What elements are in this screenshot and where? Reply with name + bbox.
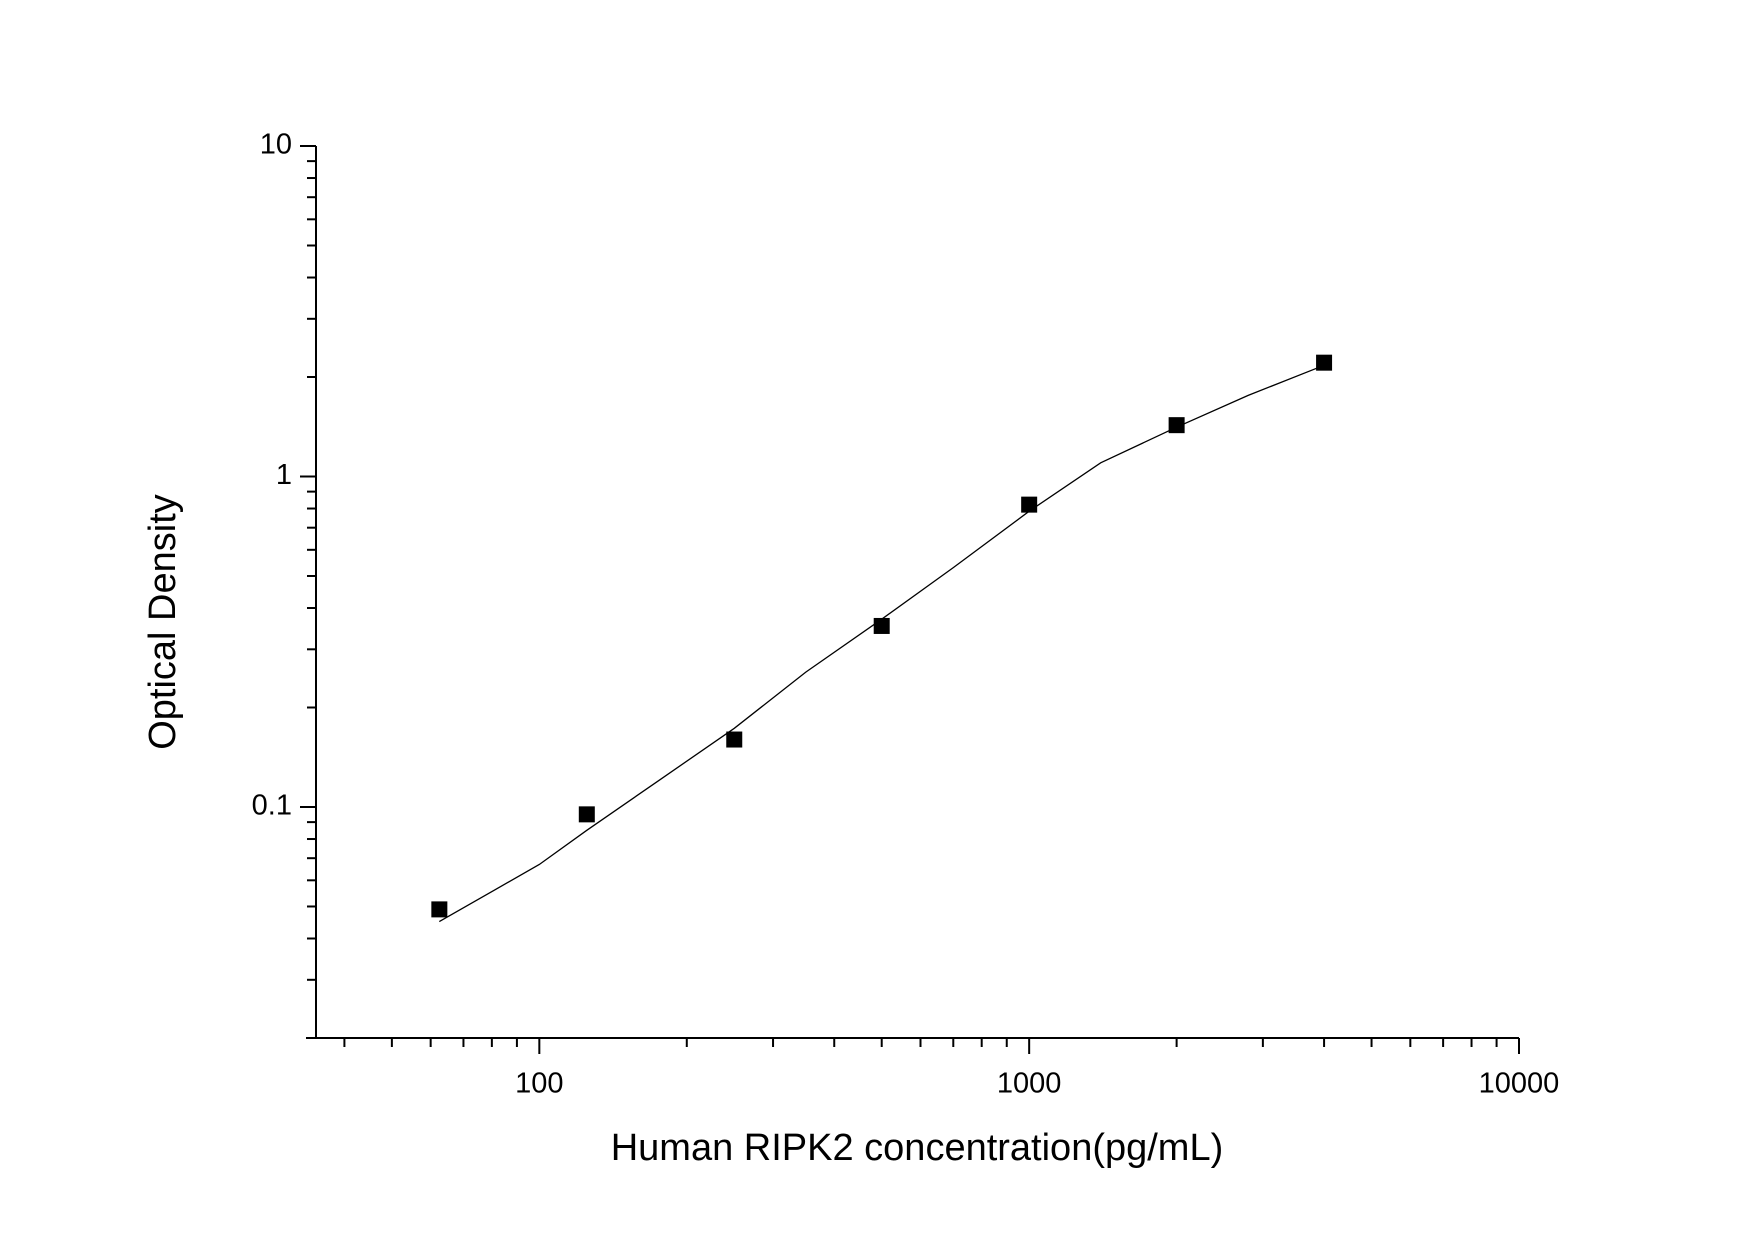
data-point [578,806,595,823]
y-axis-title: Optical Density [142,494,184,750]
data-point [1021,496,1038,513]
x-tick-label: 10000 [1479,1068,1560,1100]
y-tick-label: 0.1 [252,790,292,822]
fit-curve [438,364,1325,923]
data-point [873,617,890,634]
data-point [431,901,448,918]
x-tick-label: 1000 [997,1068,1062,1100]
x-tick-label: 100 [515,1068,563,1100]
x-axis-title: Human RIPK2 concentration(pg/mL) [611,1127,1224,1169]
data-point [1316,354,1333,371]
y-tick-label: 10 [260,129,292,161]
data-point [726,731,743,748]
y-tick-label: 1 [276,459,292,491]
